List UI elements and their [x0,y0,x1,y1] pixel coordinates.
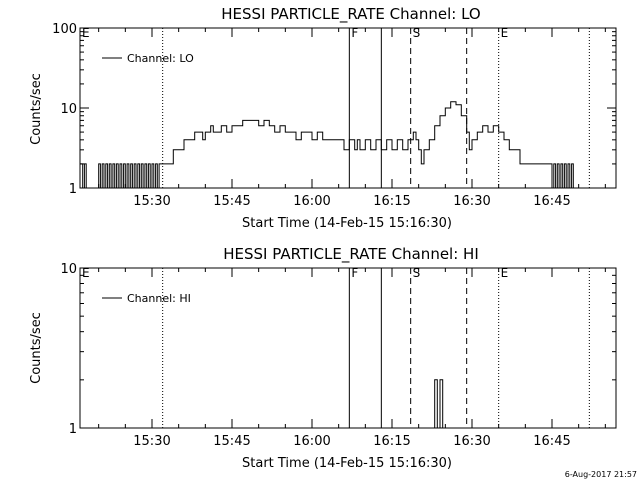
plot1-marker-label-0: E [82,26,90,40]
plot2-marker-label-6: E [501,266,509,280]
plot2-xtick-label-5: 16:45 [533,434,570,449]
plot2-ylabel: Counts/sec [29,312,44,384]
plot1-xtick-label-4: 16:30 [453,194,490,209]
plot1-xtick-label-0: 15:30 [133,194,170,209]
plot1-marker-label-2: F [351,26,358,40]
plot2-marker-label-2: F [351,266,358,280]
plot2-series-0-line [432,379,444,429]
plot2-xtick-label-0: 15:30 [133,434,170,449]
plot1-ytick-label-1: 10 [60,102,77,117]
plot2-title: HESSI PARTICLE_RATE Channel: HI [223,245,479,264]
plot2-frame [79,267,617,429]
plot1-series-0-line [80,101,574,189]
plot1-xtick-label-2: 16:00 [293,194,330,209]
plot1-xtick-label-1: 15:45 [213,194,250,209]
plot2-ytick-label-1: 10 [60,262,77,277]
plot2-xtick-label-1: 15:45 [213,434,250,449]
plot2-xlabel: Start Time (14-Feb-15 15:16:30) [242,456,452,471]
plot2-xtick-label-3: 16:15 [373,434,410,449]
plot1-ytick-label-0: 1 [69,182,77,197]
plot1-marker-label-4: S [413,26,421,40]
plot2-xtick-label-2: 16:00 [293,434,330,449]
plot1-ytick-label-2: 100 [52,22,77,37]
plot1-xtick-label-3: 16:15 [373,194,410,209]
plot2-ytick-label-0: 1 [69,422,77,437]
timestamp-stamp: 6-Aug-2017 21:57 [565,470,637,479]
plot1-marker-label-6: E [501,26,509,40]
plot1-legend-label: Channel: LO [127,52,194,65]
plot2-legend-label: Channel: HI [127,292,191,305]
plot2-marker-label-0: E [82,266,90,280]
plot1-xtick-label-5: 16:45 [533,194,570,209]
plot1-ylabel: Counts/sec [29,73,44,145]
plot1-title: HESSI PARTICLE_RATE Channel: LO [221,5,480,24]
plot1-xlabel: Start Time (14-Feb-15 15:16:30) [242,216,452,231]
plot2-marker-label-4: S [413,266,421,280]
plot2-xtick-label-4: 16:30 [453,434,490,449]
